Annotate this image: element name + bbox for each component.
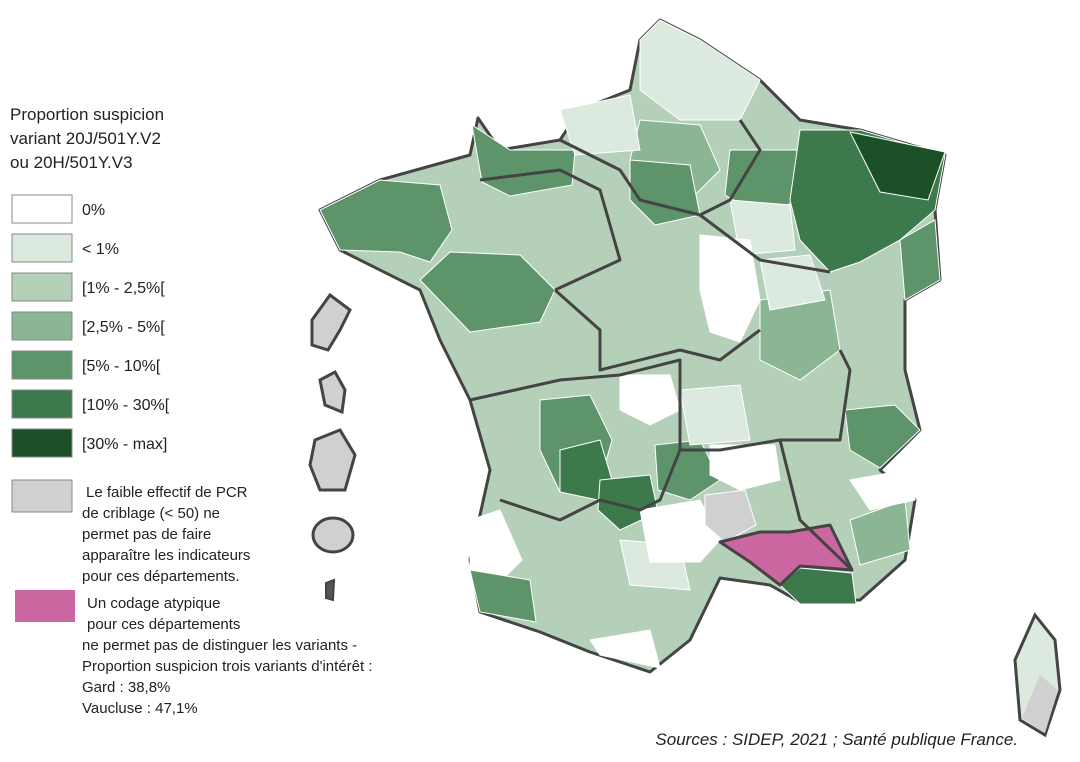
overseas	[310, 292, 352, 352]
department	[899, 219, 941, 301]
legend-swatch	[11, 194, 73, 224]
legend-label: < 1%	[82, 241, 119, 258]
legend-swatch	[11, 233, 73, 263]
legend-note: Proportion suspicion trois variants d'in…	[82, 658, 373, 675]
region-border	[469, 349, 852, 452]
department	[709, 444, 781, 491]
legend-title: Proportion suspicion	[10, 105, 164, 124]
legend-label: [5% - 10%[	[82, 358, 161, 375]
legend-note: Le faible effectif de PCR	[86, 484, 248, 501]
legend-label: 0%	[82, 202, 105, 219]
department	[469, 569, 537, 623]
legend-note: Un codage atypique	[87, 595, 220, 612]
legend-label: [10% - 30%[	[82, 397, 170, 414]
region-border	[554, 288, 761, 372]
region-border	[778, 439, 854, 572]
region-border	[479, 168, 622, 292]
legend-note: Vaucluse : 47,1%	[82, 700, 198, 717]
legend-swatch	[11, 350, 73, 380]
legend-title: ou 20H/501Y.V3	[10, 153, 133, 172]
department	[704, 489, 757, 543]
overseas	[325, 578, 336, 602]
department	[559, 94, 641, 156]
legend-swatch	[11, 428, 73, 458]
department	[639, 499, 721, 563]
department	[844, 404, 921, 469]
legend-swatch	[11, 311, 73, 341]
overseas	[318, 369, 347, 415]
legend-label: [1% - 2,5%[	[82, 280, 165, 297]
corsica-grey	[1022, 675, 1058, 733]
legend-note: pour ces départements.	[82, 568, 240, 585]
legend-note: ne permet pas de distinguer les variants…	[82, 637, 357, 654]
department	[639, 19, 761, 121]
legend-title: variant 20J/501Y.V2	[10, 129, 161, 148]
department	[629, 159, 701, 226]
legend-note: de criblage (< 50) ne	[82, 505, 220, 522]
source: Sources : SIDEP, 2021 ; Santé publique F…	[655, 730, 1018, 749]
region-border	[559, 119, 762, 217]
department	[679, 384, 751, 446]
legend-swatch	[11, 272, 73, 302]
legend-label: [30% - max]	[82, 436, 167, 453]
legend-swatch	[11, 389, 73, 419]
legend-note: permet pas de faire	[82, 526, 211, 543]
legend-note: Gard : 38,8%	[82, 679, 170, 696]
legend: Proportion suspicion variant 20J/501Y.V2 o…	[10, 105, 373, 717]
region-border	[499, 449, 682, 522]
department	[619, 374, 681, 426]
legend-label: [2,5% - 5%[	[82, 319, 165, 336]
legend-swatch	[11, 479, 73, 513]
department	[699, 234, 761, 343]
department	[849, 131, 946, 201]
legend-swatch	[15, 590, 75, 622]
department	[849, 469, 916, 511]
overseas	[308, 428, 357, 492]
department	[319, 179, 453, 263]
legend-note: pour ces départements	[87, 616, 240, 633]
region-border	[718, 523, 854, 587]
department	[589, 629, 661, 669]
legend-note: apparaître les indicateurs	[82, 547, 250, 564]
france-map	[308, 18, 1062, 738]
region-border	[699, 213, 831, 274]
overseas	[311, 516, 355, 554]
